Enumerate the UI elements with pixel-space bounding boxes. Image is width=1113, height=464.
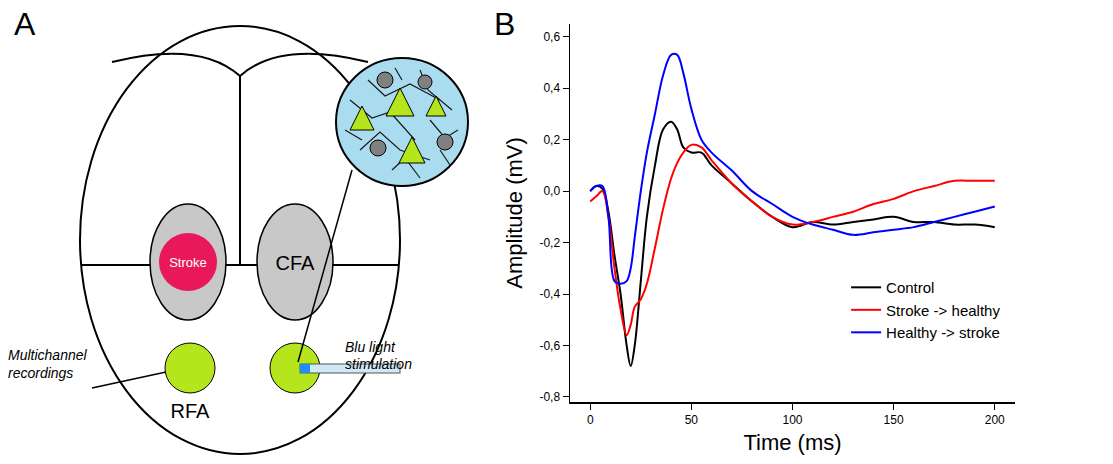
svg-text:150: 150 bbox=[884, 413, 904, 427]
svg-text:-0,2: -0,2 bbox=[539, 236, 560, 250]
svg-text:0,6: 0,6 bbox=[543, 30, 560, 44]
svg-text:50: 50 bbox=[685, 413, 699, 427]
svg-text:recordings: recordings bbox=[8, 365, 73, 381]
svg-text:Control: Control bbox=[886, 279, 934, 296]
svg-text:-0,4: -0,4 bbox=[539, 287, 560, 301]
svg-text:-0,8: -0,8 bbox=[539, 390, 560, 404]
svg-text:100: 100 bbox=[782, 413, 802, 427]
svg-text:-0,6: -0,6 bbox=[539, 339, 560, 353]
svg-text:RFA: RFA bbox=[171, 400, 211, 422]
svg-text:0: 0 bbox=[587, 413, 594, 427]
svg-text:0,0: 0,0 bbox=[543, 184, 560, 198]
svg-text:Stroke -> healthy: Stroke -> healthy bbox=[886, 302, 1000, 319]
svg-text:0,4: 0,4 bbox=[543, 81, 560, 95]
svg-text:CFA: CFA bbox=[276, 252, 316, 274]
svg-text:Healthy -> stroke: Healthy -> stroke bbox=[886, 324, 1000, 341]
svg-text:Blu light: Blu light bbox=[345, 339, 396, 355]
svg-text:Stroke: Stroke bbox=[169, 255, 207, 270]
svg-text:200: 200 bbox=[985, 413, 1005, 427]
svg-text:Amplitude (mV): Amplitude (mV) bbox=[502, 137, 527, 289]
html-text:B: B bbox=[494, 6, 516, 42]
svg-text:0,2: 0,2 bbox=[543, 133, 560, 147]
svg-text:stimulation: stimulation bbox=[345, 356, 412, 372]
html-text:A: A bbox=[14, 6, 36, 42]
svg-text:Time (ms): Time (ms) bbox=[743, 430, 841, 455]
svg-text:Multichannel: Multichannel bbox=[8, 347, 87, 363]
